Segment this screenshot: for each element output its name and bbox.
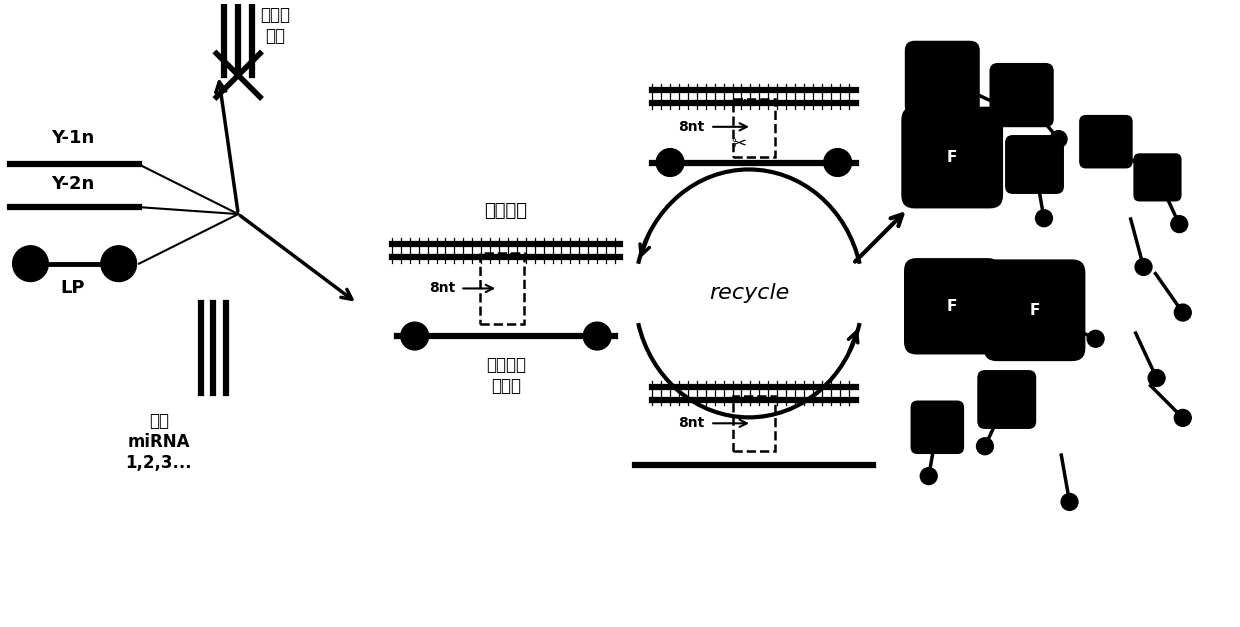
FancyBboxPatch shape [910,401,965,454]
Text: 非目标
核酸: 非目标 核酸 [260,6,290,45]
Bar [733,396,775,451]
Circle shape [1035,210,1053,226]
Text: 切口酶识
别序列: 切口酶识 别序列 [486,356,526,395]
Text: recycle: recycle [709,283,789,303]
FancyBboxPatch shape [904,258,1001,354]
Text: F: F [947,150,957,165]
Text: 目标
miRNA
1,2,3...: 目标 miRNA 1,2,3... [125,413,192,472]
Text: ✂: ✂ [732,135,746,154]
FancyBboxPatch shape [977,370,1037,429]
Circle shape [656,149,684,176]
Circle shape [1087,330,1104,347]
Circle shape [1135,258,1152,275]
Bar [733,99,775,157]
Circle shape [823,149,852,176]
Circle shape [1050,130,1066,147]
FancyBboxPatch shape [901,107,1003,208]
FancyBboxPatch shape [983,260,1085,361]
Text: Y-2n: Y-2n [51,176,94,193]
FancyBboxPatch shape [1133,153,1182,201]
Text: LP: LP [61,280,84,297]
Circle shape [12,246,48,282]
Text: 8nt: 8nt [678,416,704,430]
Circle shape [977,438,993,455]
Circle shape [994,98,1012,115]
Text: F: F [1029,303,1039,318]
Text: Y-1n: Y-1n [51,129,94,147]
Circle shape [1061,493,1078,510]
FancyBboxPatch shape [1006,135,1064,194]
Circle shape [1171,216,1188,233]
Circle shape [1142,164,1159,181]
Text: 8nt: 8nt [678,120,704,134]
Circle shape [1174,304,1192,321]
Circle shape [100,246,136,282]
FancyBboxPatch shape [1079,115,1132,169]
Circle shape [1174,409,1192,426]
Circle shape [583,322,611,350]
Text: 8nt: 8nt [429,282,455,295]
FancyBboxPatch shape [990,63,1054,127]
Circle shape [1148,369,1166,386]
Text: 桥联结构: 桥联结构 [485,202,527,220]
Text: F: F [947,299,957,314]
FancyBboxPatch shape [905,41,980,116]
Circle shape [920,468,937,485]
Circle shape [401,322,429,350]
Bar [480,253,523,324]
